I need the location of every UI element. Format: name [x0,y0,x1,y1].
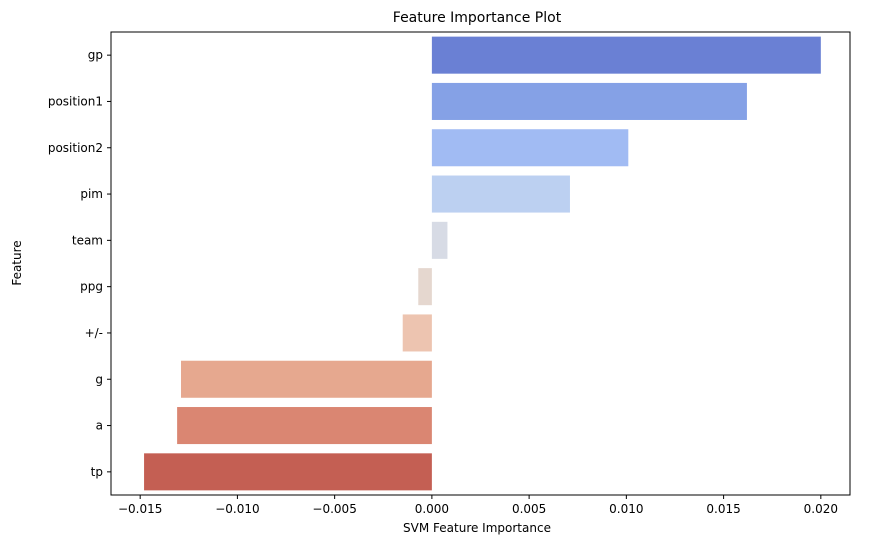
bar-team [431,221,448,259]
y-tick-label: team [72,233,103,247]
x-tick-label: 0.000 [415,502,449,516]
y-tick-label: tp [91,465,103,479]
bars-layer [144,36,821,491]
bar-pim [431,175,570,213]
bar-position1 [431,82,747,120]
y-axis-title: Feature [10,240,24,285]
y-tick-label: +/- [85,326,103,340]
y-tick-label: gp [88,48,103,62]
x-tick-label: 0.015 [706,502,740,516]
bar-+/- [402,314,432,352]
x-axis: −0.015 −0.010 −0.005 0.000 0.005 0.010 0.015 0.… [118,495,838,516]
x-tick-label: −0.015 [118,502,162,516]
bar-position2 [431,129,629,167]
y-axis: gp position1 position2 pim team ppg +/- g a tp [48,48,111,479]
bar-g [181,360,432,398]
bar-tp [144,453,432,491]
y-tick-label: a [96,419,103,433]
x-axis-title: SVM Feature Importance [403,521,551,535]
y-tick-label: ppg [80,280,103,294]
y-tick-label: position2 [48,141,103,155]
y-tick-label: g [95,372,103,386]
bar-ppg [418,268,432,306]
x-tick-label: 0.010 [609,502,643,516]
chart-title: Feature Importance Plot [393,10,562,26]
y-tick-label: position1 [48,94,103,108]
x-tick-label: −0.005 [312,502,356,516]
bar-a [177,407,432,445]
y-tick-label: pim [80,187,103,201]
x-tick-label: −0.010 [215,502,259,516]
x-tick-label: 0.005 [512,502,546,516]
plot-frame [110,31,851,496]
x-tick-label: 0.020 [804,502,838,516]
bar-gp [431,36,821,74]
